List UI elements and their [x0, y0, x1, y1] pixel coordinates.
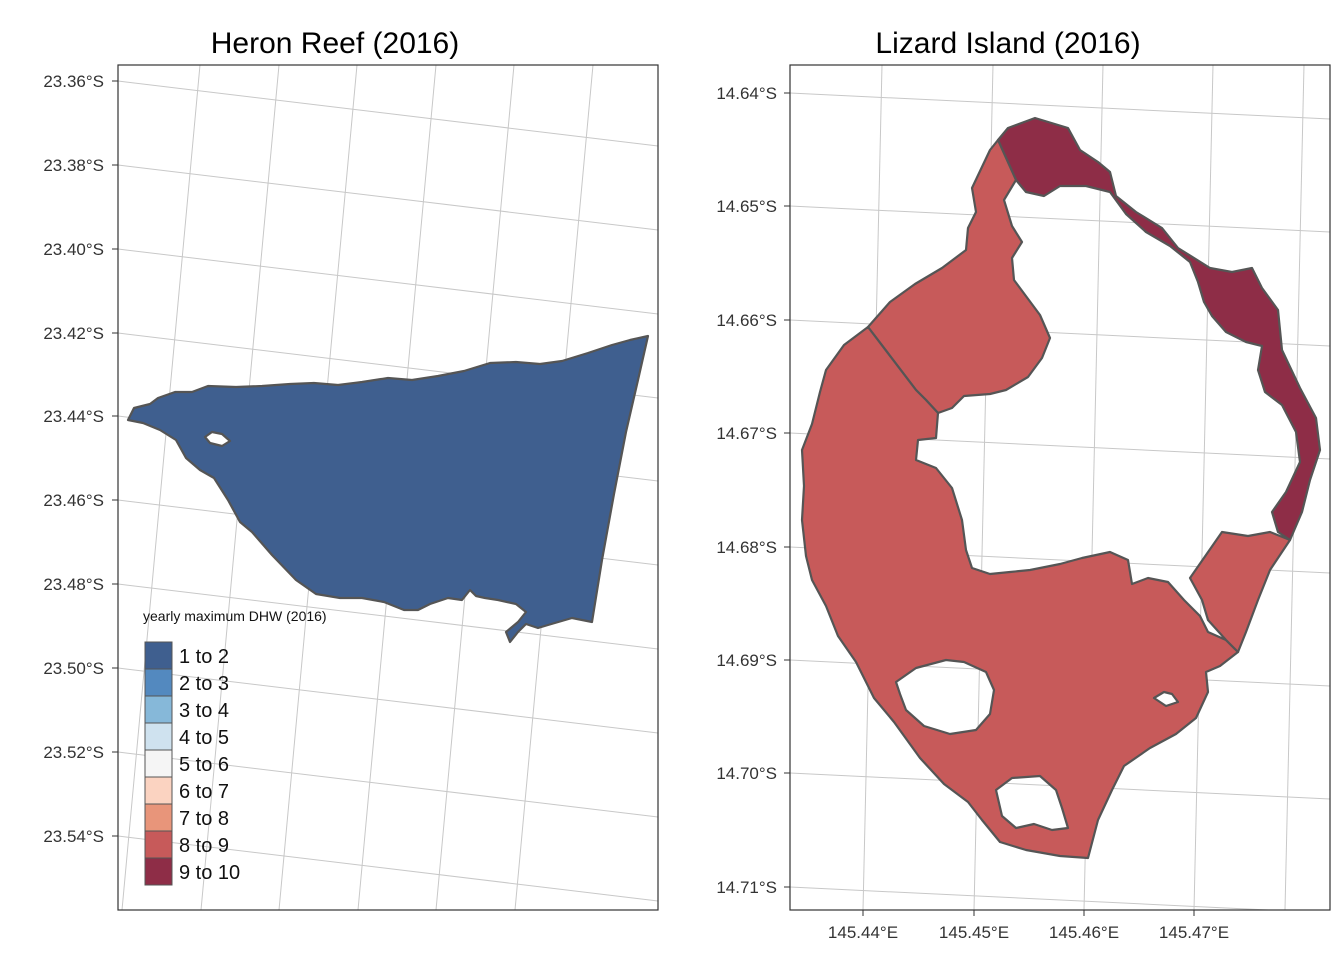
legend-swatch [144, 668, 173, 697]
heron-lat-tick-label: 23.50°S [43, 659, 104, 678]
lizard-lat-tick-label: 14.69°S [716, 651, 777, 670]
heron-reef-region [126, 334, 650, 644]
legend-swatch [144, 749, 173, 778]
heron-lat-tick-label: 23.52°S [43, 743, 104, 762]
heron-reef-panel: Heron Reef (2016) 23.36°S23.38°S23.40°S2… [43, 27, 659, 911]
heron-panel-frame [117, 64, 659, 911]
heron-lat-tick-label: 23.44°S [43, 407, 104, 426]
lizard-lat-tick-label: 14.70°S [716, 764, 777, 783]
heron-lat-tick-label: 23.40°S [43, 240, 104, 259]
lizard-lat-tick-label: 14.65°S [716, 197, 777, 216]
lizard-lat-tick-label: 14.68°S [716, 538, 777, 557]
legend-swatch [144, 695, 173, 724]
legend-label: 1 to 2 [179, 646, 229, 668]
legend: yearly maximum DHW (2016) 1 to 2 2 to 3 3 … [143, 608, 327, 886]
lizard-lat-tick-label: 14.71°S [716, 878, 777, 897]
lizard-region-southeast [1188, 530, 1292, 654]
heron-lat-tick-label: 23.48°S [43, 575, 104, 594]
heron-lat-tick-label: 23.38°S [43, 156, 104, 175]
legend-swatch [144, 803, 173, 832]
lizard-lat-tick-label: 14.64°S [716, 84, 777, 103]
legend-label: 5 to 6 [179, 754, 229, 776]
lizard-panel-title: Lizard Island (2016) [875, 27, 1140, 60]
heron-lat-ticks: 23.36°S 23.38°S 23.40°S 23.42°S 23.44°S 23.46… [43, 72, 118, 846]
legend-label: 8 to 9 [179, 835, 229, 857]
legend-swatch [144, 776, 173, 805]
lizard-lon-tick-label: 145.46°E [1049, 923, 1119, 942]
lizard-lon-tick-label: 145.47°E [1159, 923, 1229, 942]
lizard-lon-tick-label: 145.45°E [939, 923, 1009, 942]
heron-lat-tick-label: 23.46°S [43, 491, 104, 510]
legend-label: 6 to 7 [179, 781, 229, 803]
legend-swatch [144, 722, 173, 751]
lizard-lon-ticks: 145.44°E 145.45°E 145.46°E 145.47°E [828, 910, 1229, 942]
lizard-lat-tick-label: 14.67°S [716, 424, 777, 443]
lizard-panel-frame [789, 64, 1331, 911]
lizard-region-west-south [800, 325, 1240, 860]
heron-lat-tick-label: 23.54°S [43, 827, 104, 846]
lizard-lon-tick-label: 145.44°E [828, 923, 898, 942]
legend-label: 2 to 3 [179, 673, 229, 695]
heron-panel-title: Heron Reef (2016) [211, 27, 459, 60]
lizard-lat-tick-label: 14.66°S [716, 311, 777, 330]
lizard-lat-ticks: 14.64°S 14.65°S 14.66°S 14.67°S 14.68°S 14.69… [716, 84, 790, 897]
heron-lat-tick-label: 23.36°S [43, 72, 104, 91]
legend-label: 9 to 10 [179, 862, 240, 884]
legend-label: 3 to 4 [179, 700, 229, 722]
legend-label: 7 to 8 [179, 808, 229, 830]
legend-swatch [144, 641, 173, 670]
legend-label: 4 to 5 [179, 727, 229, 749]
heron-lat-tick-label: 23.42°S [43, 324, 104, 343]
lizard-region-northeast-rim [996, 116, 1322, 542]
legend-title: yearly maximum DHW (2016) [143, 608, 327, 624]
legend-swatch [144, 857, 173, 886]
lizard-region-northwest [866, 138, 1052, 415]
legend-swatch [144, 830, 173, 859]
lizard-island-panel: Lizard Island (2016) 14.64°S 14.65°S 14.66… [716, 27, 1331, 942]
